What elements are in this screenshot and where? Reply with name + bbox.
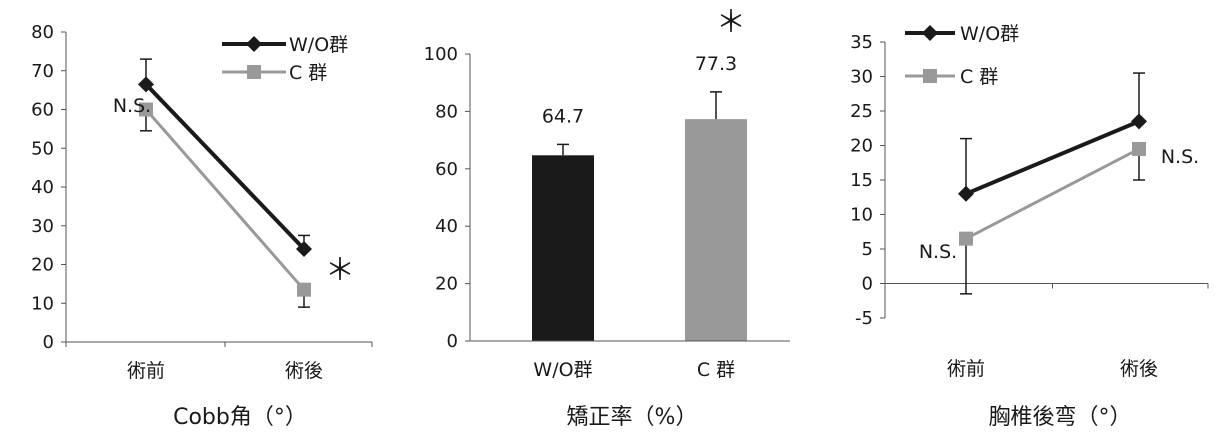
- bars: 64.7 77.3: [532, 53, 747, 341]
- ns-annotation: N.S.: [1161, 146, 1199, 168]
- y-tick-label: -5: [855, 308, 873, 329]
- y-tick-label: 60: [31, 100, 54, 121]
- series-line: [144, 108, 306, 291]
- y-tick-label: 35: [850, 32, 873, 53]
- y-tick-label: 10: [31, 293, 54, 314]
- x-tick-label: 術後: [285, 360, 323, 382]
- diamond-marker: [138, 76, 154, 93]
- x-tick-label: W/O群: [533, 359, 592, 381]
- y-tick-label: 60: [435, 159, 458, 180]
- square-marker: [297, 282, 311, 297]
- significance-asterisk: ＊: [325, 253, 355, 288]
- bar: [532, 155, 594, 341]
- square-marker: [139, 102, 153, 117]
- series-0: [958, 72, 1147, 202]
- x-tick-label: 術前: [127, 360, 165, 382]
- bar: [685, 119, 747, 341]
- legend-label: W/O群: [289, 34, 348, 56]
- x-tick-label: C 群: [697, 359, 735, 381]
- significance-asterisk: ＊: [716, 5, 746, 40]
- legend: W/O群 C 群: [222, 34, 348, 84]
- y-tick-label: 100: [424, 44, 458, 65]
- y-tick-label: 20: [31, 255, 54, 276]
- diamond-marker: [958, 185, 974, 202]
- x-tick-label: 術前: [947, 358, 985, 380]
- y-tick-label: 30: [850, 67, 873, 88]
- y-tick-label: 70: [31, 61, 54, 82]
- legend-label: C 群: [289, 62, 327, 84]
- data-label: 77.3: [695, 53, 737, 75]
- y-tick-label: 15: [850, 170, 873, 191]
- y-tick-label: 5: [862, 239, 873, 260]
- data-label: 64.7: [542, 105, 584, 127]
- y-tick-label: 25: [850, 101, 873, 122]
- legend-label: C 群: [960, 66, 998, 88]
- y-tick-label: 80: [31, 22, 54, 43]
- y-tick-label: 40: [435, 216, 458, 237]
- square-marker: [1132, 141, 1146, 156]
- chart-0-axes: 0 10 20 30 40 50 60 70 80 術前 術後 Cobb角（°）: [31, 22, 373, 430]
- legend: W/O群 C 群: [905, 23, 1019, 88]
- ns-annotation: N.S.: [919, 241, 957, 263]
- ns-annotation: N.S.: [113, 95, 151, 117]
- diamond-marker: [296, 241, 312, 257]
- diamond-marker: [1131, 113, 1147, 130]
- series-1: [959, 141, 1146, 295]
- series-0: [138, 58, 312, 257]
- y-tick-label: 50: [31, 138, 54, 159]
- diamond-marker: [922, 25, 938, 41]
- y-tick-label: 80: [435, 101, 458, 122]
- y-tick-label: 0: [43, 332, 54, 353]
- square-marker: [959, 231, 973, 246]
- y-tick-label: 0: [447, 331, 458, 352]
- series-line: [965, 119, 1140, 196]
- series-line: [144, 82, 306, 251]
- square-marker: [247, 65, 261, 79]
- chart-title: 胸椎後弯（°）: [988, 405, 1131, 430]
- series-line: [965, 147, 1140, 240]
- x-tick-label: 術後: [1120, 358, 1158, 380]
- y-tick-label: 20: [850, 136, 873, 157]
- diamond-marker: [246, 36, 262, 52]
- y-tick-label: 20: [435, 274, 458, 295]
- chart-title: 矯正率（%）: [567, 405, 698, 430]
- legend-label: W/O群: [960, 23, 1019, 45]
- y-tick-label: 30: [31, 216, 54, 237]
- chart-title: Cobb角（°）: [173, 405, 307, 430]
- y-tick-label: 40: [31, 177, 54, 198]
- series-1: [139, 102, 311, 308]
- y-tick-label: 10: [850, 205, 873, 226]
- y-tick-label: 0: [862, 274, 873, 295]
- square-marker: [923, 69, 937, 83]
